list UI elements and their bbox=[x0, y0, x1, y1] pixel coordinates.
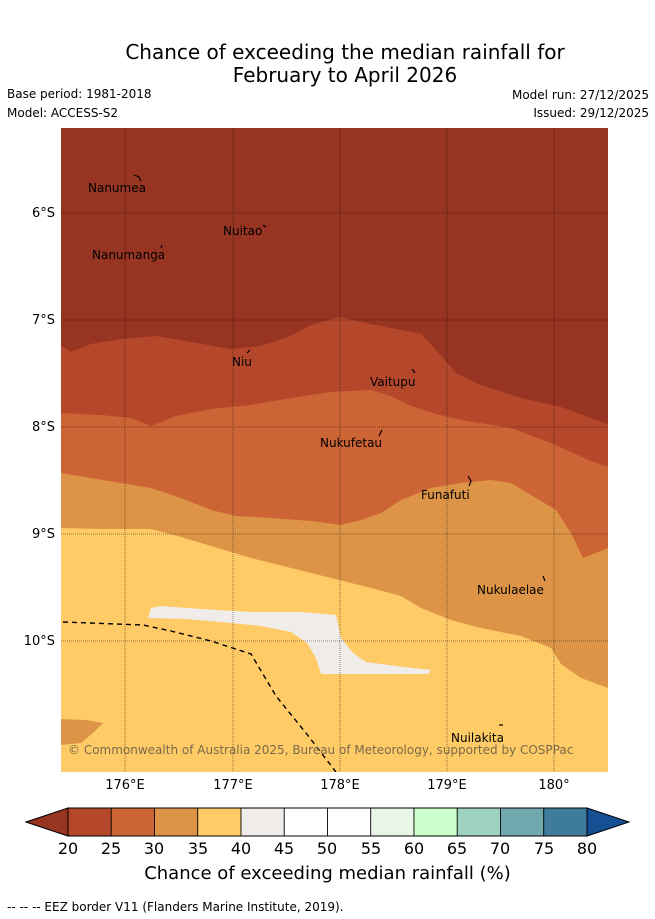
model-name: Model: ACCESS-S2 bbox=[7, 106, 119, 120]
colorbar-cell bbox=[543, 807, 588, 837]
colorbar-tick: 45 bbox=[273, 839, 295, 858]
island-marker-nukufetau bbox=[378, 429, 383, 437]
colorbar-cell bbox=[413, 807, 458, 837]
colorbar-cell bbox=[327, 807, 372, 837]
colorbar-cell bbox=[456, 807, 501, 837]
lon-label-178e: 178°E bbox=[320, 778, 360, 793]
island-marker-nuitao bbox=[262, 224, 267, 228]
place-label-nuitao: Nuitao bbox=[223, 224, 262, 238]
colorbar-tick: 30 bbox=[143, 839, 165, 858]
colorbar-tick: 20 bbox=[57, 839, 79, 858]
lon-label-176e: 176°E bbox=[105, 778, 145, 793]
island-marker-funafuti bbox=[467, 475, 472, 487]
island-marker-nukulaelae bbox=[542, 575, 546, 582]
lat-label-8s: 8°S bbox=[31, 420, 55, 435]
colorbar-tick: 55 bbox=[360, 839, 382, 858]
colorbar-tick: 35 bbox=[187, 839, 209, 858]
place-label-vaitupu: Vaitupu bbox=[370, 375, 416, 389]
chart-title: Chance of exceeding the median rainfall … bbox=[0, 41, 655, 87]
place-label-nanumea: Nanumea bbox=[88, 181, 146, 195]
island-marker-niu bbox=[246, 349, 251, 354]
colorbar-cell bbox=[197, 807, 242, 837]
colorbar-cell bbox=[154, 807, 199, 837]
colorbar-tick: 80 bbox=[576, 839, 598, 858]
colorbar-cell bbox=[283, 807, 328, 837]
lat-label-9s: 9°S bbox=[31, 527, 55, 542]
colorbar-cell bbox=[240, 807, 285, 837]
title-line-2: February to April 2026 bbox=[232, 63, 458, 87]
issued-date: Issued: 29/12/2025 bbox=[533, 106, 649, 120]
colorbar bbox=[25, 807, 631, 837]
colorbar-frame bbox=[67, 807, 588, 837]
island-marker-nanumea bbox=[133, 174, 142, 182]
colorbar-tick: 50 bbox=[316, 839, 338, 858]
lat-label-10s: 10°S bbox=[23, 634, 55, 649]
region-30-35-patch bbox=[61, 719, 103, 745]
place-label-nukulaelae: Nukulaelae bbox=[477, 583, 544, 597]
colorbar-under-arrow bbox=[25, 807, 69, 837]
colorbar-cell bbox=[370, 807, 415, 837]
colorbar-tick: 70 bbox=[489, 839, 511, 858]
colorbar-tick: 40 bbox=[230, 839, 252, 858]
region-40-45 bbox=[148, 606, 431, 674]
colorbar-tick: 25 bbox=[100, 839, 122, 858]
place-label-niu: Niu bbox=[232, 355, 252, 369]
eez-border-line bbox=[62, 621, 337, 772]
lon-label-180: 180° bbox=[538, 778, 570, 793]
island-markers bbox=[133, 174, 546, 726]
eez-footnote: -- -- -- EEZ border V11 (Flanders Marine… bbox=[7, 900, 344, 914]
colorbar-tick: 65 bbox=[446, 839, 468, 858]
lon-label-179e: 179°E bbox=[427, 778, 467, 793]
colorbar-label: Chance of exceeding median rainfall (%) bbox=[144, 863, 511, 884]
place-label-nukufetau: Nukufetau bbox=[320, 436, 382, 450]
place-label-nanumanga: Nanumanga bbox=[92, 248, 165, 262]
rainfall-map: Nanumea Nuitao Nanumanga Niu Vaitupu Nuk… bbox=[61, 128, 608, 772]
lat-label-6s: 6°S bbox=[31, 206, 55, 221]
base-period: Base period: 1981-2018 bbox=[7, 87, 152, 101]
lat-label-7s: 7°S bbox=[31, 313, 55, 328]
island-marker-vaitupu bbox=[411, 368, 416, 374]
lon-label-177e: 177°E bbox=[213, 778, 253, 793]
colorbar-tick: 75 bbox=[533, 839, 555, 858]
island-marker-nanumanga bbox=[160, 244, 163, 249]
model-run: Model run: 27/12/2025 bbox=[511, 88, 649, 102]
title-line-1: Chance of exceeding the median rainfall … bbox=[125, 40, 565, 64]
colorbar-over-arrow bbox=[586, 807, 631, 837]
colorbar-tick: 60 bbox=[403, 839, 425, 858]
colorbar-cell bbox=[500, 807, 545, 837]
place-label-nuilakita: Nuilakita bbox=[451, 731, 504, 745]
colorbar-cell bbox=[110, 807, 155, 837]
gridlines bbox=[61, 128, 608, 772]
colorbar-cell bbox=[67, 807, 112, 837]
place-label-funafuti: Funafuti bbox=[421, 488, 470, 502]
copyright-text: © Commonwealth of Australia 2025, Bureau… bbox=[68, 743, 573, 757]
